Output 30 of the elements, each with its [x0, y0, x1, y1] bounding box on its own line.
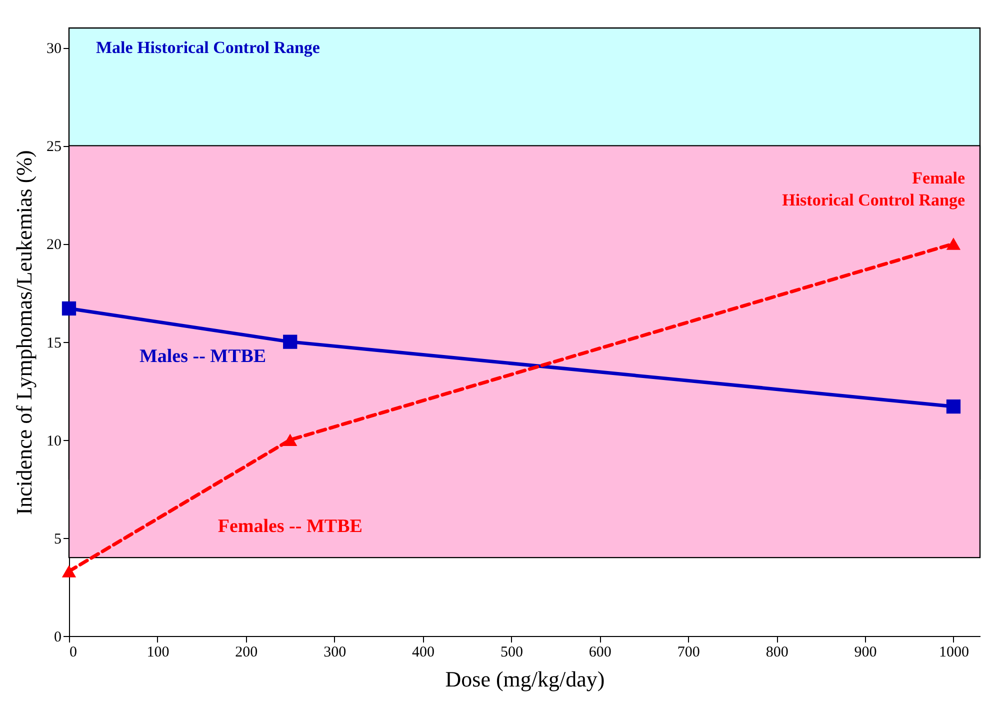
band-label: Male Historical Control Range — [96, 38, 320, 57]
point — [283, 334, 298, 349]
band-label: Female Historical Control Range — [782, 168, 966, 210]
x-tick-label: 600 — [588, 644, 612, 660]
x-tick-label: 200 — [235, 644, 258, 660]
y-tick-label: 0 — [54, 630, 62, 646]
x-tick-label: 0 — [70, 644, 77, 660]
x-tick-label: 500 — [500, 644, 523, 660]
y-tick-label: 15 — [46, 335, 62, 352]
x-tick-label: 400 — [412, 644, 435, 660]
x-axis-title: Dose (mg/kg/day) — [445, 666, 605, 692]
x-tick-label: 1000 — [938, 644, 969, 660]
series-label: Males -- MTBE — [139, 346, 266, 367]
point — [62, 565, 76, 578]
y-tick-label: 25 — [46, 139, 62, 156]
x-tick-label: 300 — [324, 644, 346, 660]
point — [283, 434, 298, 446]
point — [946, 238, 961, 250]
y-tick-label: 30 — [46, 41, 62, 58]
x-tick-label: 900 — [854, 644, 877, 660]
y-tick-label: 5 — [54, 531, 62, 548]
x-tick-label: 800 — [766, 644, 788, 660]
point — [946, 399, 961, 414]
x-tick-label: 700 — [677, 644, 700, 660]
series-label: Females -- MTBE — [218, 516, 362, 537]
y-axis-title: Incidence of Lymphomas/Leukemias (%) — [12, 150, 36, 515]
x-tick-label: 100 — [146, 644, 170, 660]
y-tick-label: 20 — [46, 237, 62, 254]
point — [62, 301, 76, 316]
y-tick-label: 10 — [46, 433, 62, 450]
